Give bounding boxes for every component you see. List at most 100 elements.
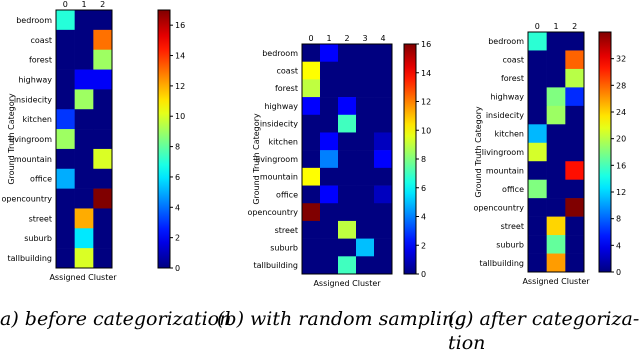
heatmap-cell	[356, 97, 375, 116]
heatmap-cell	[302, 203, 321, 222]
heatmap-cell	[374, 203, 393, 222]
heatmap-cell	[565, 50, 585, 70]
colorbar-tick-label: 8	[175, 143, 180, 152]
row-label: livingroom	[10, 135, 52, 144]
heatmap-cell	[93, 228, 113, 249]
heatmap-cell	[356, 203, 375, 222]
heatmap-cell	[546, 68, 566, 88]
colorbar	[403, 43, 417, 275]
row-label: insidecity	[486, 111, 524, 120]
row-label: street	[29, 214, 52, 223]
heatmap-cell	[302, 220, 321, 239]
colorbar-tick-label: 6	[175, 173, 180, 182]
heatmap-cell	[320, 167, 339, 186]
heatmap-cell	[338, 61, 357, 80]
heatmap-cell	[74, 109, 94, 130]
colorbar-tick-label: 0	[421, 270, 426, 279]
colorbar-tick-label: 12	[421, 98, 431, 107]
x-tick-label: 0	[308, 34, 313, 43]
row-label: office	[276, 190, 298, 199]
heatmap-cell	[56, 89, 75, 110]
heatmap-cell	[546, 105, 566, 125]
row-label: insidecity	[14, 95, 52, 104]
heatmap-cell	[74, 29, 94, 50]
heatmap-cell	[356, 132, 375, 151]
row-label: suburb	[496, 240, 524, 249]
heatmap-cell	[56, 129, 75, 150]
row-label: forest	[29, 56, 52, 65]
x-tick-label: 1	[326, 34, 331, 43]
heatmap-cell	[74, 228, 94, 249]
colorbar-tick-label: 20	[616, 135, 626, 144]
colorbar-tick-label: 16	[175, 21, 185, 30]
heatmap-cell	[320, 79, 339, 98]
heatmap-cell	[565, 253, 585, 273]
heatmap-cell	[565, 161, 585, 180]
heatmap-cell	[93, 10, 113, 31]
heatmap-cell	[302, 238, 321, 257]
colorbar-tick-label: 4	[616, 241, 621, 250]
heatmap-cell	[338, 220, 357, 239]
heatmap-cell	[546, 50, 566, 70]
colorbar-tick-label: 12	[616, 188, 626, 197]
x-axis-label: Assigned Cluster	[522, 277, 590, 286]
row-label: suburb	[270, 243, 298, 252]
row-label: bedroom	[488, 37, 524, 46]
colorbar-tick-label: 2	[175, 234, 180, 243]
heatmap-cell	[338, 167, 357, 186]
heatmap-cell	[302, 185, 321, 204]
heatmap-cell	[56, 208, 75, 229]
colorbar-tick-label: 10	[175, 112, 185, 121]
row-label: mountain	[14, 155, 52, 164]
heatmap-cell	[74, 129, 94, 150]
heatmap-cell	[93, 129, 113, 150]
heatmap-cell	[302, 114, 321, 133]
x-axis-label: Assigned Cluster	[313, 279, 381, 288]
heatmap-cell	[302, 256, 321, 275]
row-label: forest	[275, 84, 298, 93]
y-axis-label: Ground Truth Category	[474, 106, 483, 198]
heatmap-cell	[56, 29, 75, 50]
heatmap-cell	[74, 208, 94, 229]
heatmap-cell	[56, 168, 75, 189]
heatmap-cell	[338, 44, 357, 62]
row-label: office	[502, 185, 524, 194]
heatmap-cell	[374, 132, 393, 151]
heatmap-cell	[93, 188, 113, 209]
heatmap-cell	[565, 105, 585, 125]
heatmap-cell	[374, 256, 393, 275]
caption-c-line2: tion	[448, 332, 486, 354]
x-tick-label: 2	[572, 22, 577, 31]
row-label: street	[275, 226, 298, 235]
heatmap-cell	[374, 150, 393, 169]
x-tick-label: 2	[344, 34, 349, 43]
row-label: highway	[264, 102, 298, 111]
row-label: tallbuilding	[7, 254, 52, 263]
colorbar-tick-label: 14	[421, 69, 431, 78]
heatmap-cell	[338, 79, 357, 98]
row-label: highway	[490, 93, 524, 102]
heatmap-cell	[320, 203, 339, 222]
heatmap-cell	[528, 216, 547, 236]
heatmap-cell	[74, 49, 94, 70]
row-label: insidecity	[260, 120, 298, 129]
heatmap-cell	[320, 97, 339, 116]
heatmap-cell	[528, 68, 547, 88]
x-tick-label: 0	[535, 22, 540, 31]
heatmap-cell	[528, 142, 547, 162]
row-label: tallbuilding	[253, 261, 298, 270]
heatmap-cell	[528, 32, 547, 51]
heatmap-cell	[546, 32, 566, 51]
heatmap-cell	[374, 185, 393, 204]
heatmap-cell	[93, 168, 113, 189]
heatmap-cell	[528, 198, 547, 217]
heatmap-cell	[546, 142, 566, 162]
row-label: opencountry	[1, 195, 52, 204]
heatmap-cell	[356, 44, 375, 62]
heatmap-cell	[74, 248, 94, 269]
heatmap-cell	[356, 256, 375, 275]
heatmap-cell	[565, 124, 585, 144]
heatmap-cell	[56, 228, 75, 249]
x-tick-label: 0	[63, 0, 68, 9]
colorbar-tick-label: 14	[175, 52, 185, 61]
